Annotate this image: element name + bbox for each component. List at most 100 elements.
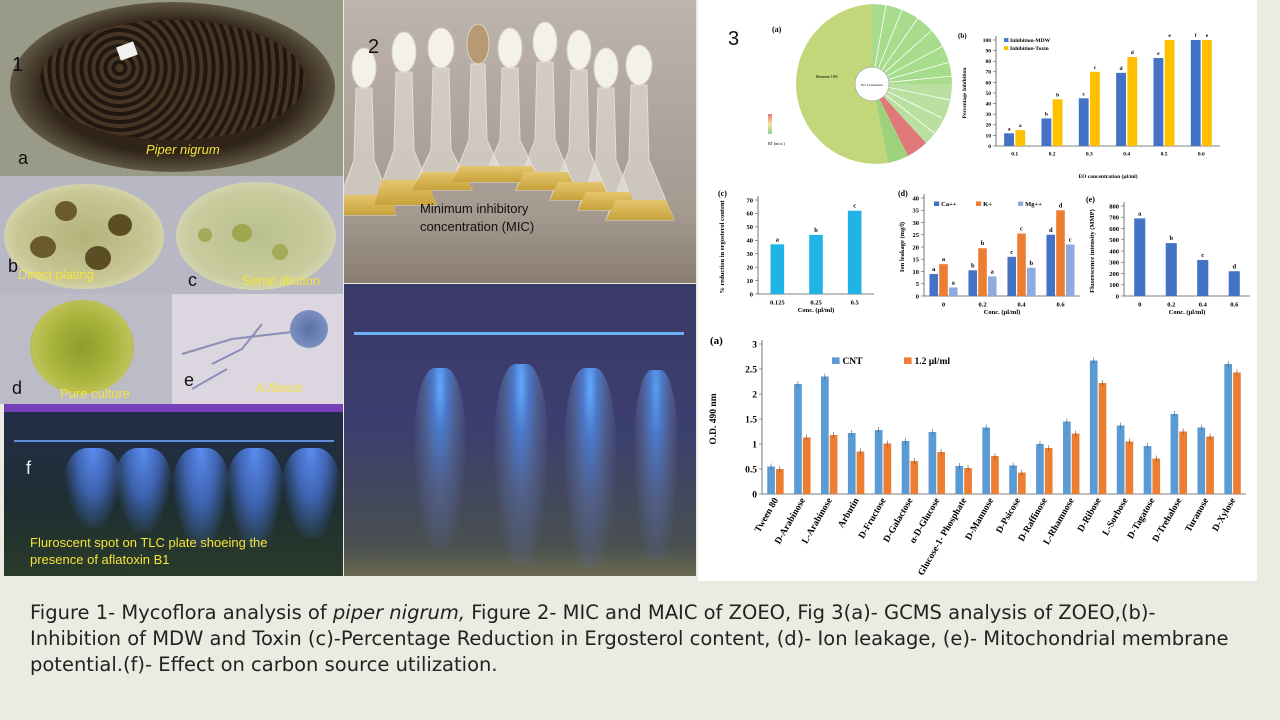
legend-swatch <box>904 357 912 364</box>
x-tick-label: 0.4 <box>1017 302 1026 309</box>
bar <box>1165 243 1177 296</box>
photo-mic-flasks: 2 Minimum inhibitory concentration (MIC) <box>344 0 696 283</box>
bar <box>809 234 823 294</box>
figure-number-1: 1 <box>12 54 24 76</box>
bar <box>1116 425 1125 494</box>
significance-letter: b <box>814 227 818 234</box>
chart-b-inhibition: (b) 0 10 20 30 40 50 60 70 80 90 100 Percentage Inhi… <box>958 32 1220 180</box>
chart-tag: (c) <box>718 189 727 198</box>
y-tick-label: 30 <box>747 251 754 258</box>
panel-letter-e: e <box>184 370 195 390</box>
significance-letter: c <box>1201 252 1204 259</box>
y-tick-label: 10 <box>747 278 754 285</box>
significance-letter: f <box>1195 33 1197 39</box>
label-piper-nigrum: Piper nigrum <box>146 142 220 157</box>
bar <box>794 384 802 494</box>
significance-letter: c <box>1020 226 1023 233</box>
y-tick-label: 3 <box>752 340 757 350</box>
photo-piper-nigrum: 1 a Piper nigrum <box>0 0 343 176</box>
x-tick-label: 0.2 <box>1049 152 1056 158</box>
bar <box>1063 421 1071 494</box>
bar <box>1134 218 1146 296</box>
x-tick-label: 0.6 <box>1230 302 1239 309</box>
x-tick-label: 0 <box>1138 302 1141 309</box>
x-tick-label: 0.5 <box>1161 152 1168 158</box>
photo-aspergillus-flavus: e A.flavus <box>172 294 343 404</box>
caption-part-2: Figure 2- MIC and MAIC of ZOEO, Fig 3(a)… <box>30 601 1229 676</box>
bar <box>1170 414 1179 494</box>
sunburst-gcms-chart: (a) EO Constituent Benzene 18% RT (mi n.… <box>768 4 953 164</box>
legend-label: K+ <box>983 201 992 208</box>
significance-letter: e <box>1168 33 1171 39</box>
x-tick-label: Arbutin <box>837 496 862 530</box>
bar <box>901 441 910 494</box>
sunburst-center-label: EO Constituent <box>861 83 883 87</box>
legend-label: Inhibition-MDW <box>1010 38 1051 44</box>
chart-tag: (a) <box>710 335 723 347</box>
figure-number-3: 3 <box>728 28 740 50</box>
legend-swatch <box>1004 38 1009 42</box>
significance-letter: e <box>1206 33 1209 39</box>
significance-letter: b <box>1056 92 1059 98</box>
significance-letter: c <box>853 203 856 210</box>
legend-label: Ca++ <box>941 201 957 208</box>
label-mic: Minimum inhibitory concentration (MIC) <box>420 201 535 234</box>
significance-letter: d <box>1232 263 1236 270</box>
legend-label: Mg++ <box>1025 201 1042 208</box>
y-tick-label: 40 <box>747 238 754 245</box>
panel-letter-a: a <box>18 148 29 168</box>
sunburst-tag: (a) <box>772 25 782 34</box>
y-tick-label: 80 <box>986 59 992 65</box>
bar <box>964 468 972 494</box>
bar <box>991 456 999 494</box>
bar <box>1078 98 1089 146</box>
photo-tlc-plate-2 <box>344 284 696 576</box>
y-tick-label: 100 <box>983 38 992 44</box>
significance-letter: d <box>1131 50 1134 56</box>
bar <box>1190 40 1201 146</box>
bar <box>987 276 997 296</box>
y-axis-label: % reduction in ergosterol content <box>719 200 726 294</box>
figure-number-2: 2 <box>368 36 380 58</box>
y-tick-label: 0 <box>988 144 991 150</box>
legend-swatch <box>934 201 940 206</box>
legend-label: 1.2 µl/ml <box>914 357 950 367</box>
y-tick-label: 70 <box>747 197 754 204</box>
sunburst-big-segment-label: Benzene 18% <box>816 74 839 79</box>
x-tick-label: 0.5 <box>851 300 860 307</box>
significance-letter: b <box>971 262 975 269</box>
significance-letter: b <box>1045 111 1048 117</box>
bar <box>767 466 775 494</box>
y-tick-label: 25 <box>913 232 920 239</box>
label-pure-culture: Pure culture <box>60 386 131 401</box>
y-axis-label: O.D. 490 nm <box>709 393 719 444</box>
significance-letter: a <box>1008 126 1011 132</box>
y-tick-label: 800 <box>1109 203 1119 210</box>
bar <box>829 435 838 494</box>
bar <box>1143 446 1152 494</box>
significance-letter: d <box>1049 227 1053 234</box>
x-tick-label: 0.2 <box>978 302 986 309</box>
chart-tag: (d) <box>898 189 908 198</box>
bar <box>1098 383 1107 494</box>
significance-letter: b <box>1029 260 1033 267</box>
significance-letter: a <box>776 236 780 243</box>
y-tick-label: 1.5 <box>745 415 757 425</box>
bar <box>1009 465 1017 494</box>
bar <box>1046 234 1056 296</box>
significance-letter: a <box>991 268 995 275</box>
bar <box>1202 40 1212 146</box>
bar <box>1127 56 1138 146</box>
label-a-flavus: A.flavus <box>256 380 303 395</box>
panel-letter-c: c <box>188 270 197 290</box>
bar <box>1007 256 1017 296</box>
bar <box>1153 58 1164 146</box>
bar <box>1071 433 1080 494</box>
x-tick-label: Glucose-1- Phosphate <box>917 497 970 578</box>
significance-letter: c <box>1010 249 1013 256</box>
x-tick-label: 0.4 <box>1199 302 1208 309</box>
bar <box>1090 71 1100 146</box>
y-tick-label: 600 <box>1109 226 1119 233</box>
bar <box>775 469 784 494</box>
